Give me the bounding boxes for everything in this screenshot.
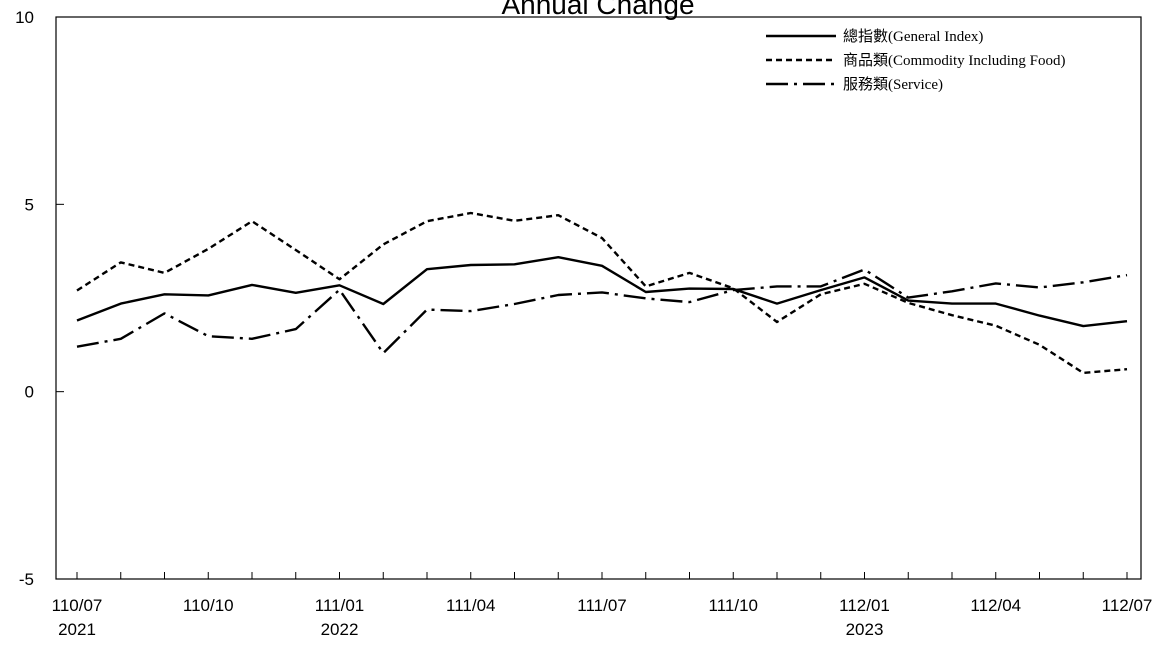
y-axis: -5 0 5 10 xyxy=(15,8,64,589)
y-tick-label: -5 xyxy=(19,570,34,589)
y-tick-label: 5 xyxy=(25,195,34,214)
chart-title: Annual Change xyxy=(501,0,694,20)
x-tick-label: 111/10 xyxy=(709,596,758,615)
x-tick-label: 111/01 xyxy=(315,596,364,615)
x-axis: 110/07 2021 110/10 111/01 2022 111/04 111/07 11… xyxy=(52,572,1153,639)
series-line-1 xyxy=(76,256,1128,328)
legend-label-3: 服務類(Service) xyxy=(843,76,943,93)
legend-label-1: 總指數(General Index) xyxy=(843,27,983,45)
y-tick-label: 0 xyxy=(25,383,34,402)
legend: 總指數(General Index) 商品類(Commodity Includin… xyxy=(766,27,1066,93)
x-tick-label: 111/04 xyxy=(446,596,495,615)
x-tick-label: 112/07 xyxy=(1102,596,1153,615)
y-tick-label: 10 xyxy=(15,8,34,27)
x-tick-label: 112/04 xyxy=(970,596,1021,615)
x-tick-year: 2021 xyxy=(58,620,96,639)
x-tick-label: 110/07 xyxy=(52,596,103,615)
plot-area xyxy=(55,16,1142,580)
series-lines xyxy=(76,211,1128,375)
x-tick-label: 112/01 xyxy=(839,596,890,615)
legend-label-2: 商品類(Commodity Including Food) xyxy=(843,52,1066,69)
series-line-3 xyxy=(76,268,1128,355)
x-tick-label: 111/07 xyxy=(577,596,626,615)
x-tick-year: 2023 xyxy=(846,620,884,639)
x-tick-year: 2022 xyxy=(321,620,359,639)
x-tick-label: 110/10 xyxy=(183,596,234,615)
series-line-2 xyxy=(76,211,1128,375)
